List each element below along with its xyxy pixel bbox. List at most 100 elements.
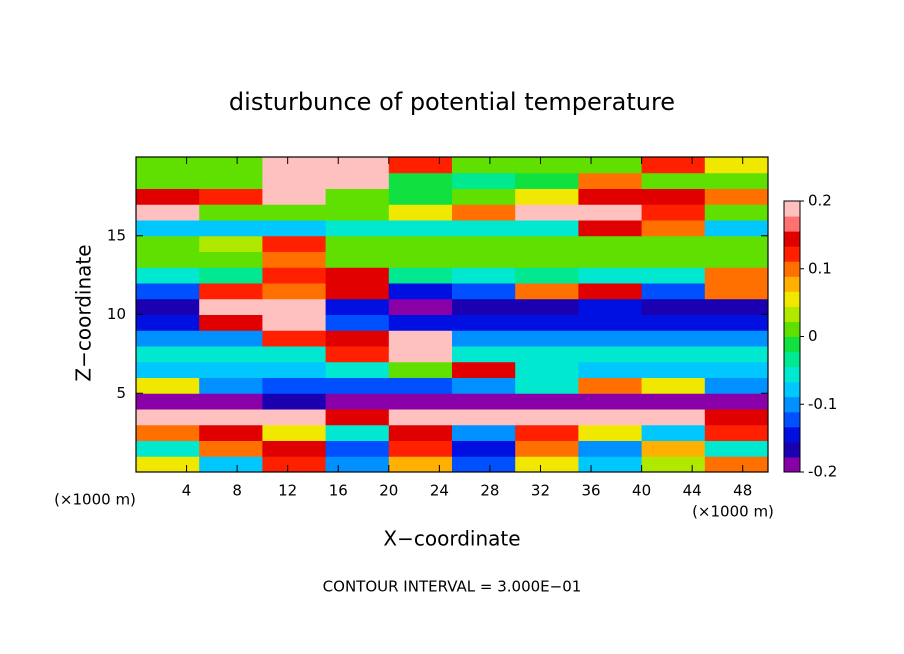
- field-cell: [515, 393, 579, 410]
- field-cell: [578, 456, 643, 473]
- annotation: CONTOUR INTERVAL = 3.000E−01: [323, 578, 582, 596]
- field-cell: [325, 409, 390, 426]
- field-cell: [578, 361, 643, 378]
- field-cell: [452, 298, 516, 315]
- field-cell: [262, 235, 327, 252]
- field-cell: [136, 220, 200, 237]
- field-cell: [325, 220, 390, 237]
- field-cell: [452, 204, 516, 221]
- field-cell: [515, 157, 579, 174]
- field-cell: [515, 361, 579, 378]
- field-cell: [262, 283, 327, 300]
- field-cell: [325, 424, 390, 441]
- field-cell: [199, 204, 263, 221]
- field-cell: [704, 283, 769, 300]
- field-cell: [136, 267, 200, 284]
- field-cell: [388, 393, 453, 410]
- field-cell: [641, 157, 706, 174]
- y-tick-label: 5: [116, 384, 126, 402]
- field-cell: [325, 251, 390, 268]
- field-cell: [578, 424, 643, 441]
- field-cell: [325, 330, 390, 347]
- colorbar-swatch: [784, 216, 800, 232]
- field-cell: [704, 409, 769, 426]
- field-cell: [641, 172, 706, 189]
- field: [136, 157, 769, 473]
- chart-title: disturbunce of potential temperature: [229, 88, 675, 116]
- field-cell: [452, 409, 516, 426]
- field-cell: [578, 283, 643, 300]
- field-cell: [452, 172, 516, 189]
- field-cell: [262, 157, 327, 174]
- field-cell: [325, 361, 390, 378]
- field-cell: [136, 377, 200, 394]
- field-cell: [578, 157, 643, 174]
- field-cell: [199, 251, 263, 268]
- field-cell: [704, 424, 769, 441]
- field-cell: [515, 456, 579, 473]
- field-cell: [578, 346, 643, 363]
- field-cell: [452, 220, 516, 237]
- field-cell: [262, 314, 327, 331]
- field-cell: [515, 235, 579, 252]
- field-cell: [704, 267, 769, 284]
- colorbar-swatch: [784, 201, 800, 217]
- field-cell: [452, 393, 516, 410]
- field-cell: [515, 267, 579, 284]
- field-cell: [388, 440, 453, 457]
- field-cell: [262, 330, 327, 347]
- field-cell: [325, 267, 390, 284]
- field-cell: [199, 267, 263, 284]
- field-cell: [199, 235, 263, 252]
- field-cell: [452, 346, 516, 363]
- field-cell: [515, 220, 579, 237]
- colorbar-swatch: [784, 336, 800, 353]
- field-cell: [388, 456, 453, 473]
- field-cell: [704, 235, 769, 252]
- colorbar-swatch: [784, 411, 800, 428]
- field-cell: [136, 409, 200, 426]
- field-cell: [136, 424, 200, 441]
- field-cell: [199, 377, 263, 394]
- field-cell: [641, 393, 706, 410]
- colorbar-swatch: [784, 246, 800, 262]
- colorbar-swatch: [784, 381, 800, 398]
- field-cell: [388, 251, 453, 268]
- colorbar-tick-label: 0: [808, 327, 818, 345]
- field-cell: [325, 172, 390, 189]
- field-cell: [641, 361, 706, 378]
- y-tick-label: 10: [107, 305, 126, 323]
- field-cell: [262, 377, 327, 394]
- field-cell: [136, 456, 200, 473]
- field-cell: [136, 393, 200, 410]
- field-cell: [515, 204, 579, 221]
- field-cell: [704, 393, 769, 410]
- x-tick-label: 44: [683, 482, 702, 500]
- field-cell: [262, 172, 327, 189]
- x-tick-label: 40: [632, 482, 651, 500]
- field-cell: [262, 409, 327, 426]
- field-cell: [388, 267, 453, 284]
- field-cell: [641, 188, 706, 205]
- field-cell: [325, 346, 390, 363]
- field-cell: [262, 346, 327, 363]
- field-cell: [704, 188, 769, 205]
- field-cell: [578, 251, 643, 268]
- field-cell: [262, 456, 327, 473]
- field-cell: [199, 188, 263, 205]
- field-cell: [262, 440, 327, 457]
- field-cell: [578, 204, 643, 221]
- field-cell: [388, 298, 453, 315]
- colorbar-tick-label: 0.1: [808, 259, 832, 277]
- colorbar-tick-label: -0.2: [808, 463, 837, 481]
- field-cell: [136, 440, 200, 457]
- field-cell: [136, 204, 200, 221]
- colorbar-tick-label: -0.1: [808, 395, 837, 413]
- field-cell: [199, 283, 263, 300]
- field-cell: [199, 172, 263, 189]
- colorbar-swatch: [784, 396, 800, 413]
- x-tick-label: 48: [733, 482, 752, 500]
- x-tick-label: 28: [480, 482, 499, 500]
- field-cell: [641, 440, 706, 457]
